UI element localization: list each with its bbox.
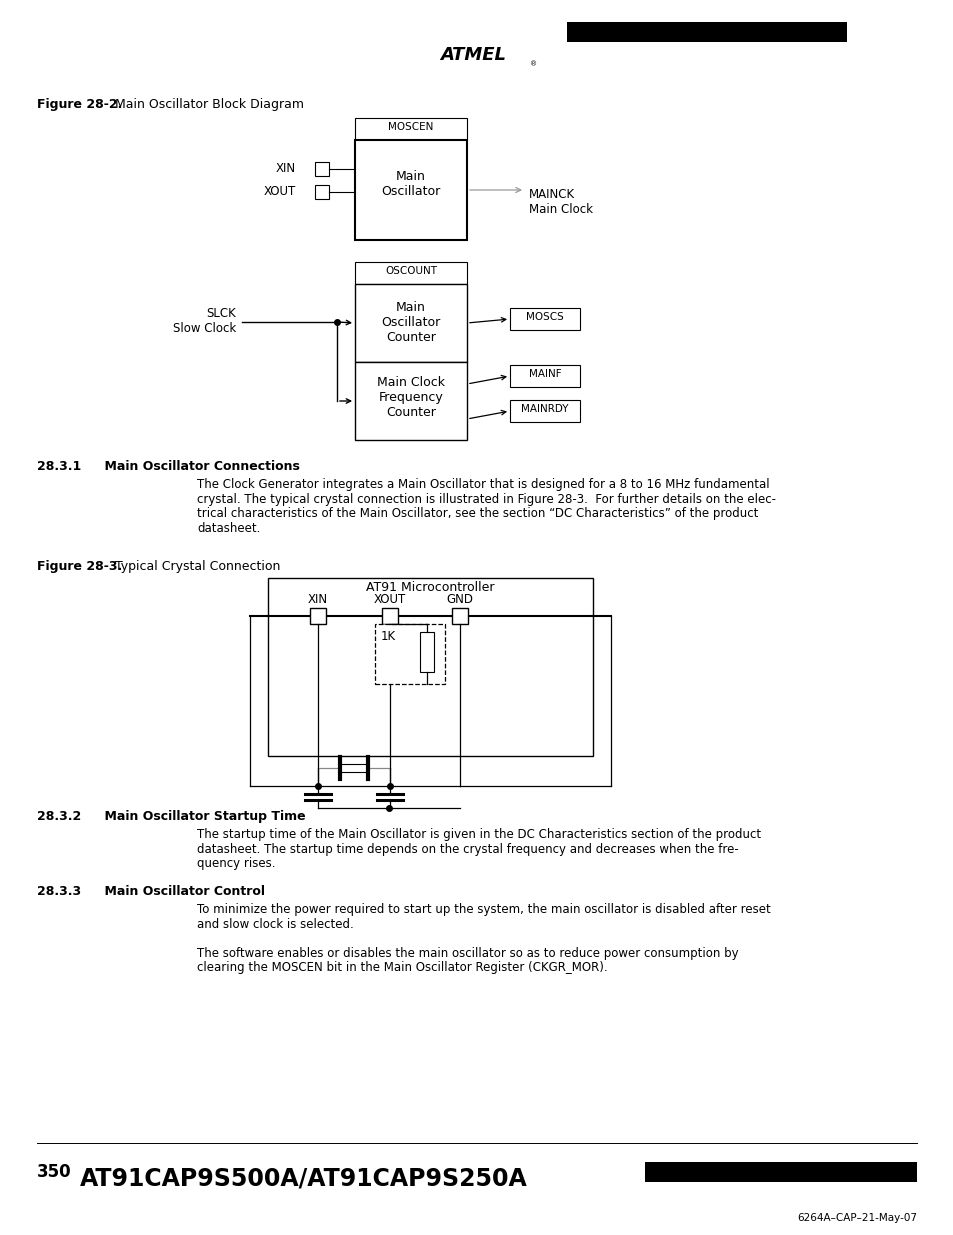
Text: Main Oscillator Control: Main Oscillator Control — [87, 885, 265, 898]
Text: clearing the MOSCEN bit in the Main Oscillator Register (CKGR_MOR).: clearing the MOSCEN bit in the Main Osci… — [196, 961, 607, 974]
Text: ATMEL: ATMEL — [439, 46, 505, 64]
Text: 28.3.3: 28.3.3 — [37, 885, 81, 898]
Text: 28.3.1: 28.3.1 — [37, 459, 81, 473]
Bar — [314, 185, 329, 199]
Text: Main Clock
Frequency
Counter: Main Clock Frequency Counter — [376, 375, 444, 419]
Text: Figure 28-2.: Figure 28-2. — [37, 98, 122, 111]
Text: XOUT: XOUT — [264, 185, 296, 198]
Text: MAINF: MAINF — [528, 369, 560, 379]
Bar — [510, 366, 579, 387]
Text: AT91CAP9S500A/AT91CAP9S250A: AT91CAP9S500A/AT91CAP9S250A — [80, 1167, 527, 1191]
Bar — [510, 400, 579, 422]
Bar — [355, 140, 467, 240]
Text: GND: GND — [446, 593, 473, 606]
Text: XOUT: XOUT — [374, 593, 406, 606]
Text: Main Oscillator Startup Time: Main Oscillator Startup Time — [87, 810, 305, 823]
Text: Main Oscillator Connections: Main Oscillator Connections — [87, 459, 299, 473]
Bar — [375, 624, 444, 684]
Bar — [566, 22, 846, 42]
Text: Typical Crystal Connection: Typical Crystal Connection — [103, 559, 280, 573]
Bar — [510, 308, 579, 330]
Text: 350: 350 — [37, 1163, 71, 1181]
Text: datasheet. The startup time depends on the crystal frequency and decreases when : datasheet. The startup time depends on t… — [196, 842, 738, 856]
Bar — [419, 632, 434, 672]
Text: AT91 Microcontroller: AT91 Microcontroller — [366, 580, 495, 594]
Text: trical characteristics of the Main Oscillator, see the section “DC Characteristi: trical characteristics of the Main Oscil… — [196, 508, 758, 520]
Text: MOSCS: MOSCS — [525, 312, 563, 322]
Bar — [452, 608, 468, 624]
Text: Main
Oscillator
Counter: Main Oscillator Counter — [381, 301, 440, 345]
Text: OSCOUNT: OSCOUNT — [385, 266, 436, 275]
Text: MAINCK
Main Clock: MAINCK Main Clock — [529, 188, 593, 216]
Text: XIN: XIN — [275, 162, 295, 175]
Text: To minimize the power required to start up the system, the main oscillator is di: To minimize the power required to start … — [196, 903, 770, 916]
Text: SLCK
Slow Clock: SLCK Slow Clock — [172, 308, 235, 335]
Text: crystal. The typical crystal connection is illustrated in Figure 28-3.  For furt: crystal. The typical crystal connection … — [196, 493, 775, 505]
Text: quency rises.: quency rises. — [196, 857, 275, 869]
Bar — [268, 578, 593, 756]
Text: 28.3.2: 28.3.2 — [37, 810, 81, 823]
Text: The startup time of the Main Oscillator is given in the DC Characteristics secti: The startup time of the Main Oscillator … — [196, 827, 760, 841]
Bar — [355, 119, 467, 140]
Text: MAINRDY: MAINRDY — [520, 404, 568, 414]
Text: MOSCEN: MOSCEN — [388, 122, 434, 132]
Text: XIN: XIN — [308, 593, 328, 606]
Text: datasheet.: datasheet. — [196, 521, 260, 535]
Bar — [355, 362, 467, 440]
Bar — [644, 1162, 916, 1182]
Bar — [381, 608, 397, 624]
Text: The Clock Generator integrates a Main Oscillator that is designed for a 8 to 16 : The Clock Generator integrates a Main Os… — [196, 478, 769, 492]
Text: The software enables or disables the main oscillator so as to reduce power consu: The software enables or disables the mai… — [196, 946, 738, 960]
Bar — [355, 262, 467, 284]
Text: Figure 28-3.: Figure 28-3. — [37, 559, 122, 573]
Text: 6264A–CAP–21-May-07: 6264A–CAP–21-May-07 — [796, 1213, 916, 1223]
Text: 1K: 1K — [380, 630, 395, 643]
Text: Main
Oscillator: Main Oscillator — [381, 170, 440, 198]
Text: ®: ® — [530, 61, 537, 67]
Bar — [310, 608, 326, 624]
Text: and slow clock is selected.: and slow clock is selected. — [196, 918, 354, 930]
Bar — [314, 162, 329, 177]
Bar — [355, 284, 467, 362]
Text: Main Oscillator Block Diagram: Main Oscillator Block Diagram — [103, 98, 304, 111]
